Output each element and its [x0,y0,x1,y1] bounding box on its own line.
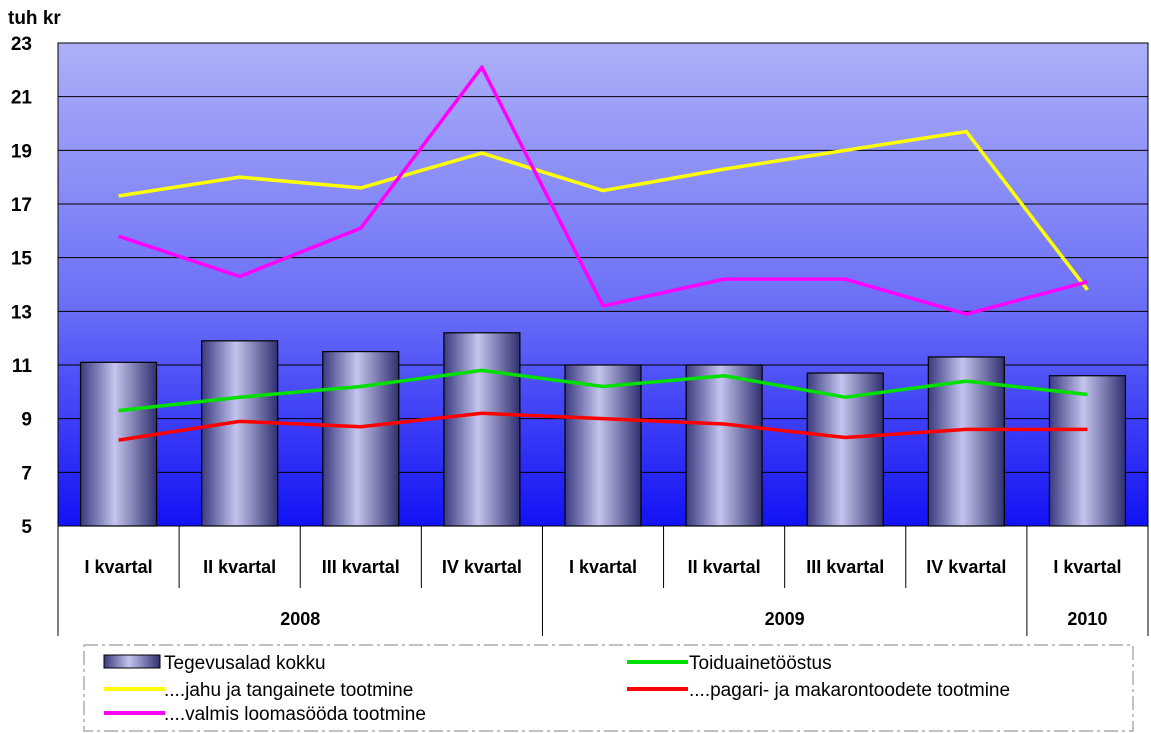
x-axis: I kvartal II kvartal III kvartal IV kvartal… [57,526,1149,636]
legend-label: ....jahu ja tangainete tootmine [164,680,413,701]
legend-label: Toiduainetööstus [689,653,832,674]
x-year-label: 2010 [1067,609,1107,629]
y-tick-label: 13 [11,302,32,323]
series-line [118,368,1088,413]
x-category-label: I kvartal [569,557,637,577]
x-category-label: III kvartal [806,557,884,577]
x-category-label: III kvartal [322,557,400,577]
legend-swatch-bar [103,654,161,669]
x-category-label: I kvartal [1053,557,1121,577]
series-line [118,129,1089,291]
series-line [118,65,1088,316]
x-year-label: 2009 [765,609,805,629]
legend-label: ....pagari- ja makarontoodete tootmine [689,680,1010,701]
lines [118,65,1089,442]
y-tick-label: 9 [21,410,32,431]
legend-label: Tegevusalad kokku [164,653,326,674]
x-category-label: IV kvartal [442,557,522,577]
legend-item-jahu: ....jahu ja tangainete tootmine [104,680,413,701]
legend-item-tegevusalad: Tegevusalad kokku [103,653,326,674]
bar [1048,375,1127,527]
y-tick-label: 21 [11,88,33,109]
x-category-label: IV kvartal [926,557,1006,577]
y-unit-label: tuh kr [8,8,61,29]
legend-item-loomasooda: ....valmis loomasööda tootmine [104,704,426,725]
x-year-label: 2008 [280,609,320,629]
legend-item-pagari: ....pagari- ja makarontoodete tootmine [627,680,1010,701]
x-category-label: I kvartal [85,557,153,577]
y-tick-label: 19 [11,141,32,162]
bar [79,361,158,527]
y-tick-label: 11 [12,356,33,377]
legend-label: ....valmis loomasööda tootmine [164,704,426,725]
bar [322,350,400,527]
bar [201,340,279,527]
bar [564,364,642,527]
series-line [118,411,1088,442]
legend-item-toiduaine: Toiduainetööstus [627,653,832,674]
y-tick-label: 5 [21,517,32,538]
x-category-label: II kvartal [688,557,761,577]
y-axis: 5 7 9 11 13 15 17 19 21 23 [11,34,33,538]
y-tick-label: 23 [11,34,32,55]
y-tick-label: 15 [11,249,33,270]
bar [443,332,521,527]
x-category-label: II kvartal [203,557,276,577]
bar [685,364,763,527]
legend-box [83,644,1134,732]
y-tick-label: 17 [11,195,32,216]
y-tick-label: 7 [21,463,32,484]
